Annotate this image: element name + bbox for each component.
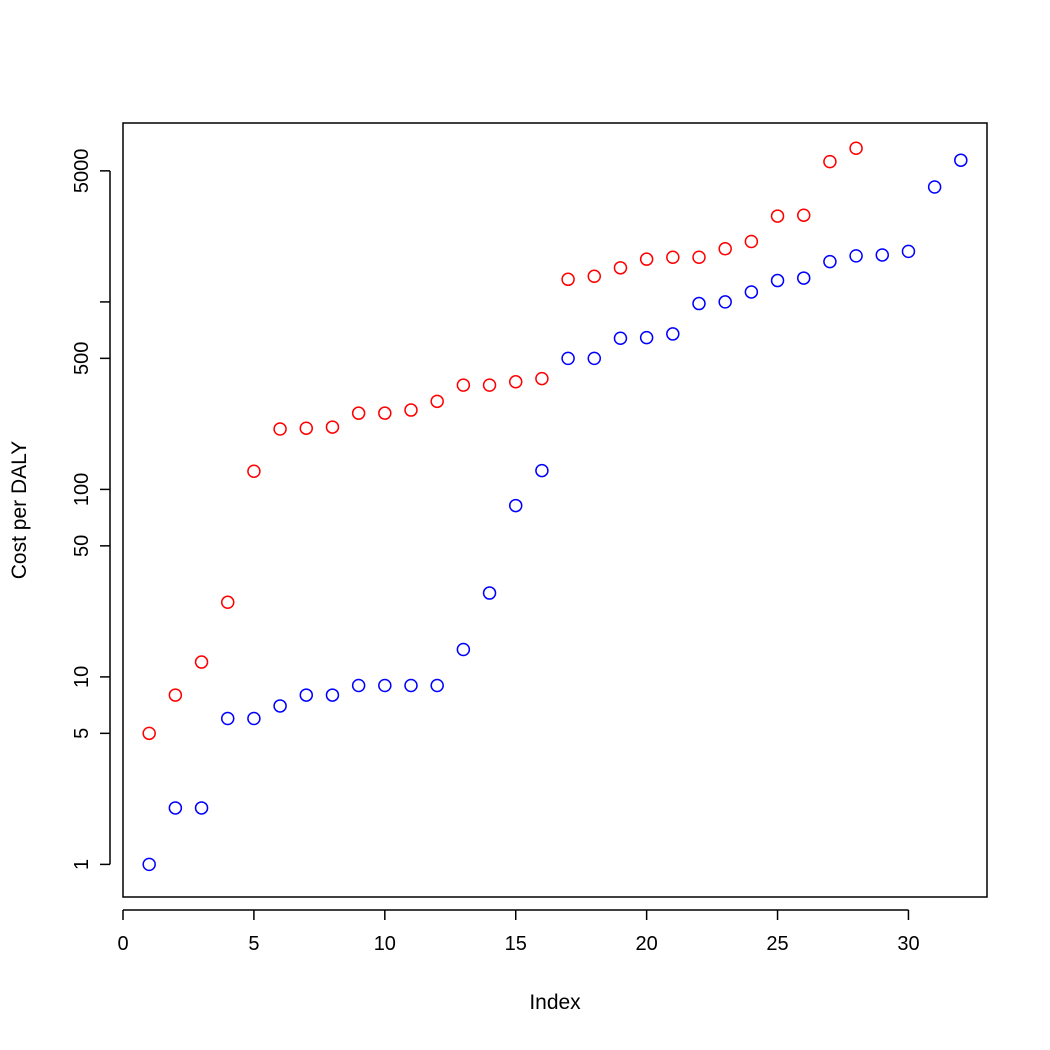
data-point (456, 378, 471, 392)
data-point (508, 375, 523, 389)
data-point (849, 141, 863, 156)
y-tick-label: 100 (71, 473, 93, 506)
data-point (325, 688, 340, 702)
y-tick-label: 5000 (71, 149, 93, 194)
data-point (142, 726, 156, 741)
data-point (927, 180, 942, 194)
data-point (220, 711, 235, 726)
y-tick-label: 500 (71, 342, 93, 375)
data-point (482, 586, 497, 600)
x-axis-label: Index (529, 991, 581, 1014)
data-point (142, 857, 156, 872)
data-point (247, 711, 261, 726)
data-point (273, 699, 287, 713)
data-point (796, 271, 811, 285)
data-point (744, 285, 759, 299)
data-point (168, 801, 183, 815)
data-point (168, 688, 183, 702)
data-point (901, 244, 916, 259)
data-point (404, 403, 418, 417)
plot-frame (122, 122, 988, 898)
x-tick-label: 15 (505, 933, 527, 955)
y-tick-label: 1 (71, 859, 93, 870)
data-point (247, 464, 261, 478)
data-point (561, 272, 575, 287)
data-point (613, 331, 628, 346)
data-point (273, 422, 287, 436)
data-point (692, 250, 706, 265)
data-point (770, 209, 785, 223)
data-point (194, 655, 209, 669)
data-point (770, 273, 785, 288)
x-tick-label: 25 (766, 933, 788, 955)
data-point (718, 295, 732, 309)
data-point (220, 595, 235, 610)
data-point (299, 421, 314, 435)
data-point (535, 463, 549, 478)
data-point (378, 678, 392, 693)
data-point (404, 678, 418, 693)
data-point (744, 234, 759, 249)
data-point (587, 351, 602, 366)
data-point (639, 252, 654, 266)
data-point (299, 688, 314, 702)
data-point (823, 254, 837, 269)
x-tick-label: 30 (897, 933, 919, 955)
data-point (718, 242, 732, 256)
data-point (430, 678, 444, 693)
data-point (796, 208, 811, 222)
x-axis: 0 5 10 15 20 25 30 (117, 909, 920, 955)
data-point (954, 153, 968, 167)
data-point (561, 351, 575, 366)
data-point (508, 498, 523, 513)
data-point (351, 678, 366, 693)
data-point (430, 394, 444, 409)
data-point (849, 249, 863, 263)
data-point (482, 378, 497, 392)
data-point (666, 327, 680, 341)
x-tick-label: 10 (374, 933, 396, 955)
x-tick-label: 0 (117, 933, 128, 955)
data-point (692, 296, 706, 311)
data-point (325, 420, 340, 434)
x-tick-label: 5 (248, 933, 259, 955)
data-points (142, 141, 968, 872)
data-point (823, 154, 837, 169)
y-tick-label: 50 (71, 535, 93, 557)
data-point (194, 801, 209, 815)
y-tick-label: 10 (71, 666, 93, 688)
data-point (378, 406, 392, 420)
data-point (875, 248, 890, 262)
data-point (587, 269, 602, 284)
y-tick-label: 5 (71, 728, 93, 739)
data-point (456, 642, 471, 657)
data-point (613, 261, 628, 275)
data-point (535, 371, 549, 386)
data-point (351, 406, 366, 420)
data-point (639, 330, 654, 345)
x-tick-label: 20 (636, 933, 658, 955)
data-point (666, 250, 680, 265)
y-axis-label: Cost per DALY (8, 441, 31, 580)
y-axis: 1 5 10 50 100 500 5000 (71, 149, 111, 870)
